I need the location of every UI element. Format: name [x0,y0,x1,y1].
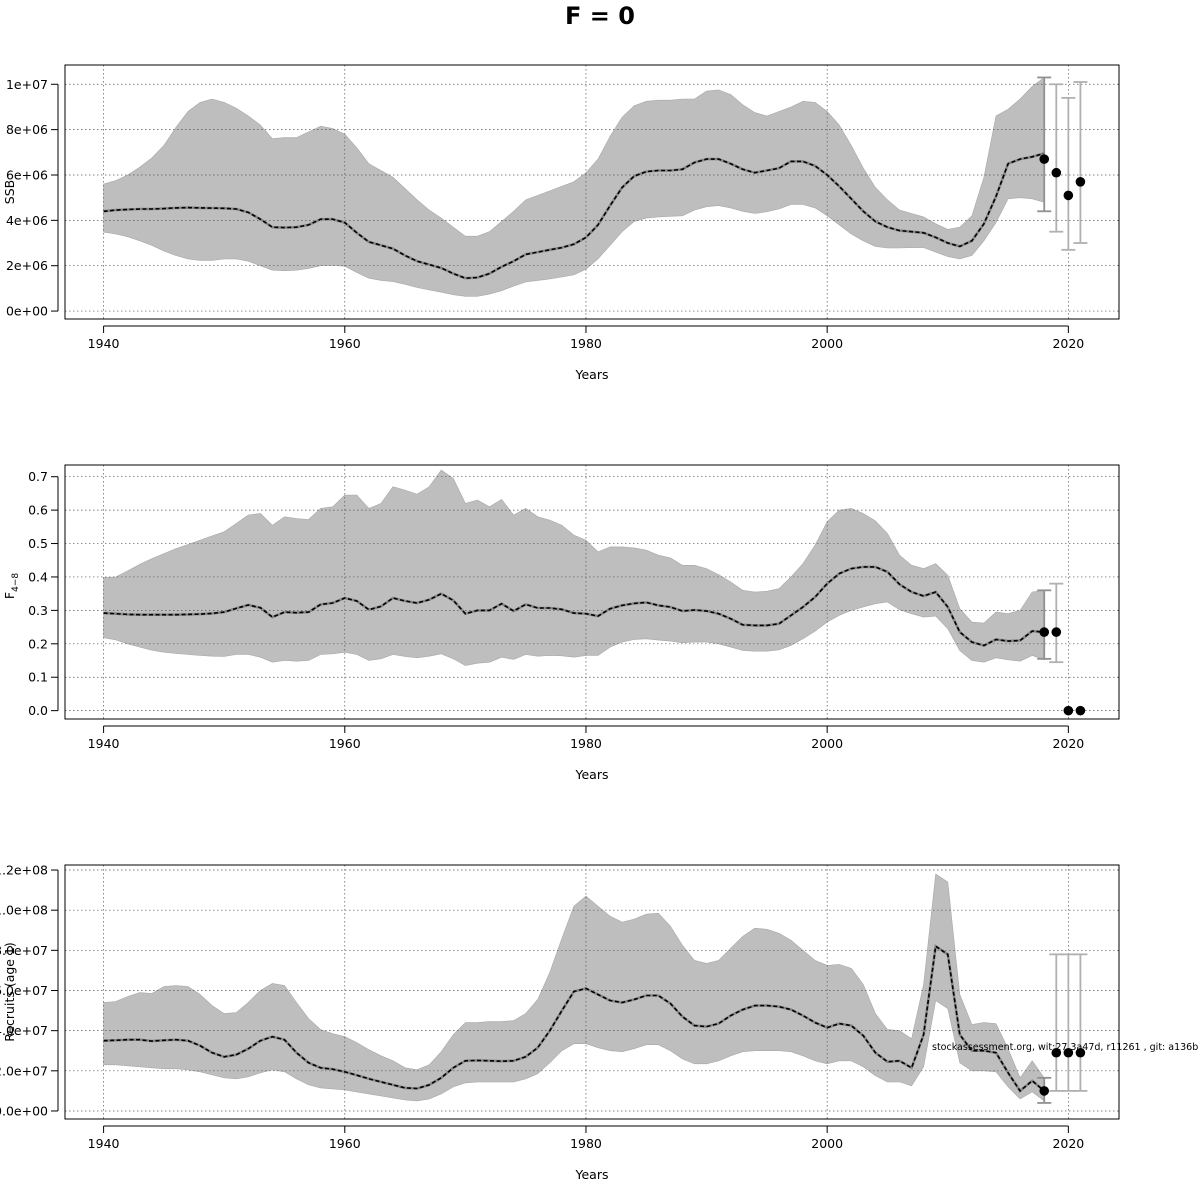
plot-frame [64,464,1120,720]
forecast-point [1039,154,1050,164]
y-tick-label: 0.3 [28,603,48,618]
forecast-point [1039,1086,1050,1096]
estimate-line [103,566,1045,647]
x-tick-label: 1940 [88,336,120,351]
y-tick-label: 0.6 [28,503,48,518]
x-tick-label: 2000 [811,1136,843,1151]
y-tick-label: 0e+00 [6,304,48,319]
y-axis-title: SSB [2,180,17,204]
forecast-point [1063,190,1074,201]
forecast-point [1063,705,1074,716]
y-tick-label: 6e+06 [6,167,48,182]
x-tick-label: 2020 [1052,1136,1084,1151]
x-tick-label: 1960 [329,336,361,351]
y-tick-label: 4e+06 [6,213,48,228]
y-axis-title: Recruits (age 1) [2,942,17,1042]
confidence-band [103,76,1045,297]
y-tick-label: 8.0e+07 [0,943,48,958]
forecast-point [1063,1047,1074,1058]
y-tick-label: 1.2e+08 [0,863,48,878]
y-tick-label: 0.5 [28,536,48,551]
x-tick-label: 1980 [570,736,602,751]
x-tick-label: 1940 [88,1136,120,1151]
forecast-point [1051,1047,1062,1058]
plot-frame [64,64,1120,320]
y-tick-label: 1.0e+08 [0,903,48,918]
y-tick-label: 0.1 [28,670,48,685]
y-tick-label: 4.0e+07 [0,1023,48,1038]
watermark-note: stockassessment.org, wit:27.3a47d, r1126… [932,1042,1198,1053]
y-axis-title: F4−8 [2,573,21,599]
y-tick-label: 0.7 [28,469,48,484]
x-tick-label: 1980 [570,336,602,351]
x-axis-title: Years [575,767,609,782]
forecast-point [1039,627,1050,637]
x-tick-label: 1960 [329,736,361,751]
confidence-band [103,469,1045,666]
y-tick-label: 2e+06 [6,258,48,273]
forecast-point [1051,627,1062,637]
x-tick-label: 1960 [329,1136,361,1151]
y-tick-label: 1e+07 [6,77,48,92]
y-tick-label: 8e+06 [6,122,48,137]
recruits-panel: 1940 1960 1980 2000 2020 Years 0.0e+00 2.0e+07 4… [0,863,1120,1182]
x-tick-label: 2020 [1052,736,1084,751]
x-axis-title: Years [575,367,609,382]
estimate-line [103,152,1045,280]
y-tick-label: 0.0 [28,703,48,718]
ssb-panel: 1940 1960 1980 2000 2020 Years 0e+00 2e+06 4e+06… [2,64,1120,382]
x-tick-label: 1980 [570,1136,602,1151]
estimate-line [103,944,1045,1093]
figure-title: F = 0 [565,2,635,30]
y-tick-label: 6.0e+07 [0,983,48,998]
x-tick-label: 2000 [811,336,843,351]
forecast-point [1075,176,1086,187]
fbar-panel: 1940 1960 1980 2000 2020 Years 0.0 0.1 0.2 0.3 0.4… [2,464,1120,782]
y-tick-label: 0.0e+00 [0,1103,48,1118]
forecast-point [1075,1047,1086,1058]
x-axis-title: Years [575,1167,609,1182]
y-axis-title-subscript: 4−8 [11,573,21,592]
confidence-band [103,873,1045,1102]
y-tick-label: 0.2 [28,636,48,651]
x-tick-label: 1940 [88,736,120,751]
forecast-point [1051,167,1062,178]
plot-frame [64,864,1120,1120]
x-tick-label: 2000 [811,736,843,751]
y-tick-label: 0.4 [28,569,48,584]
y-tick-label: 2.0e+07 [0,1063,48,1078]
x-tick-label: 2020 [1052,336,1084,351]
forecast-point [1075,705,1086,716]
